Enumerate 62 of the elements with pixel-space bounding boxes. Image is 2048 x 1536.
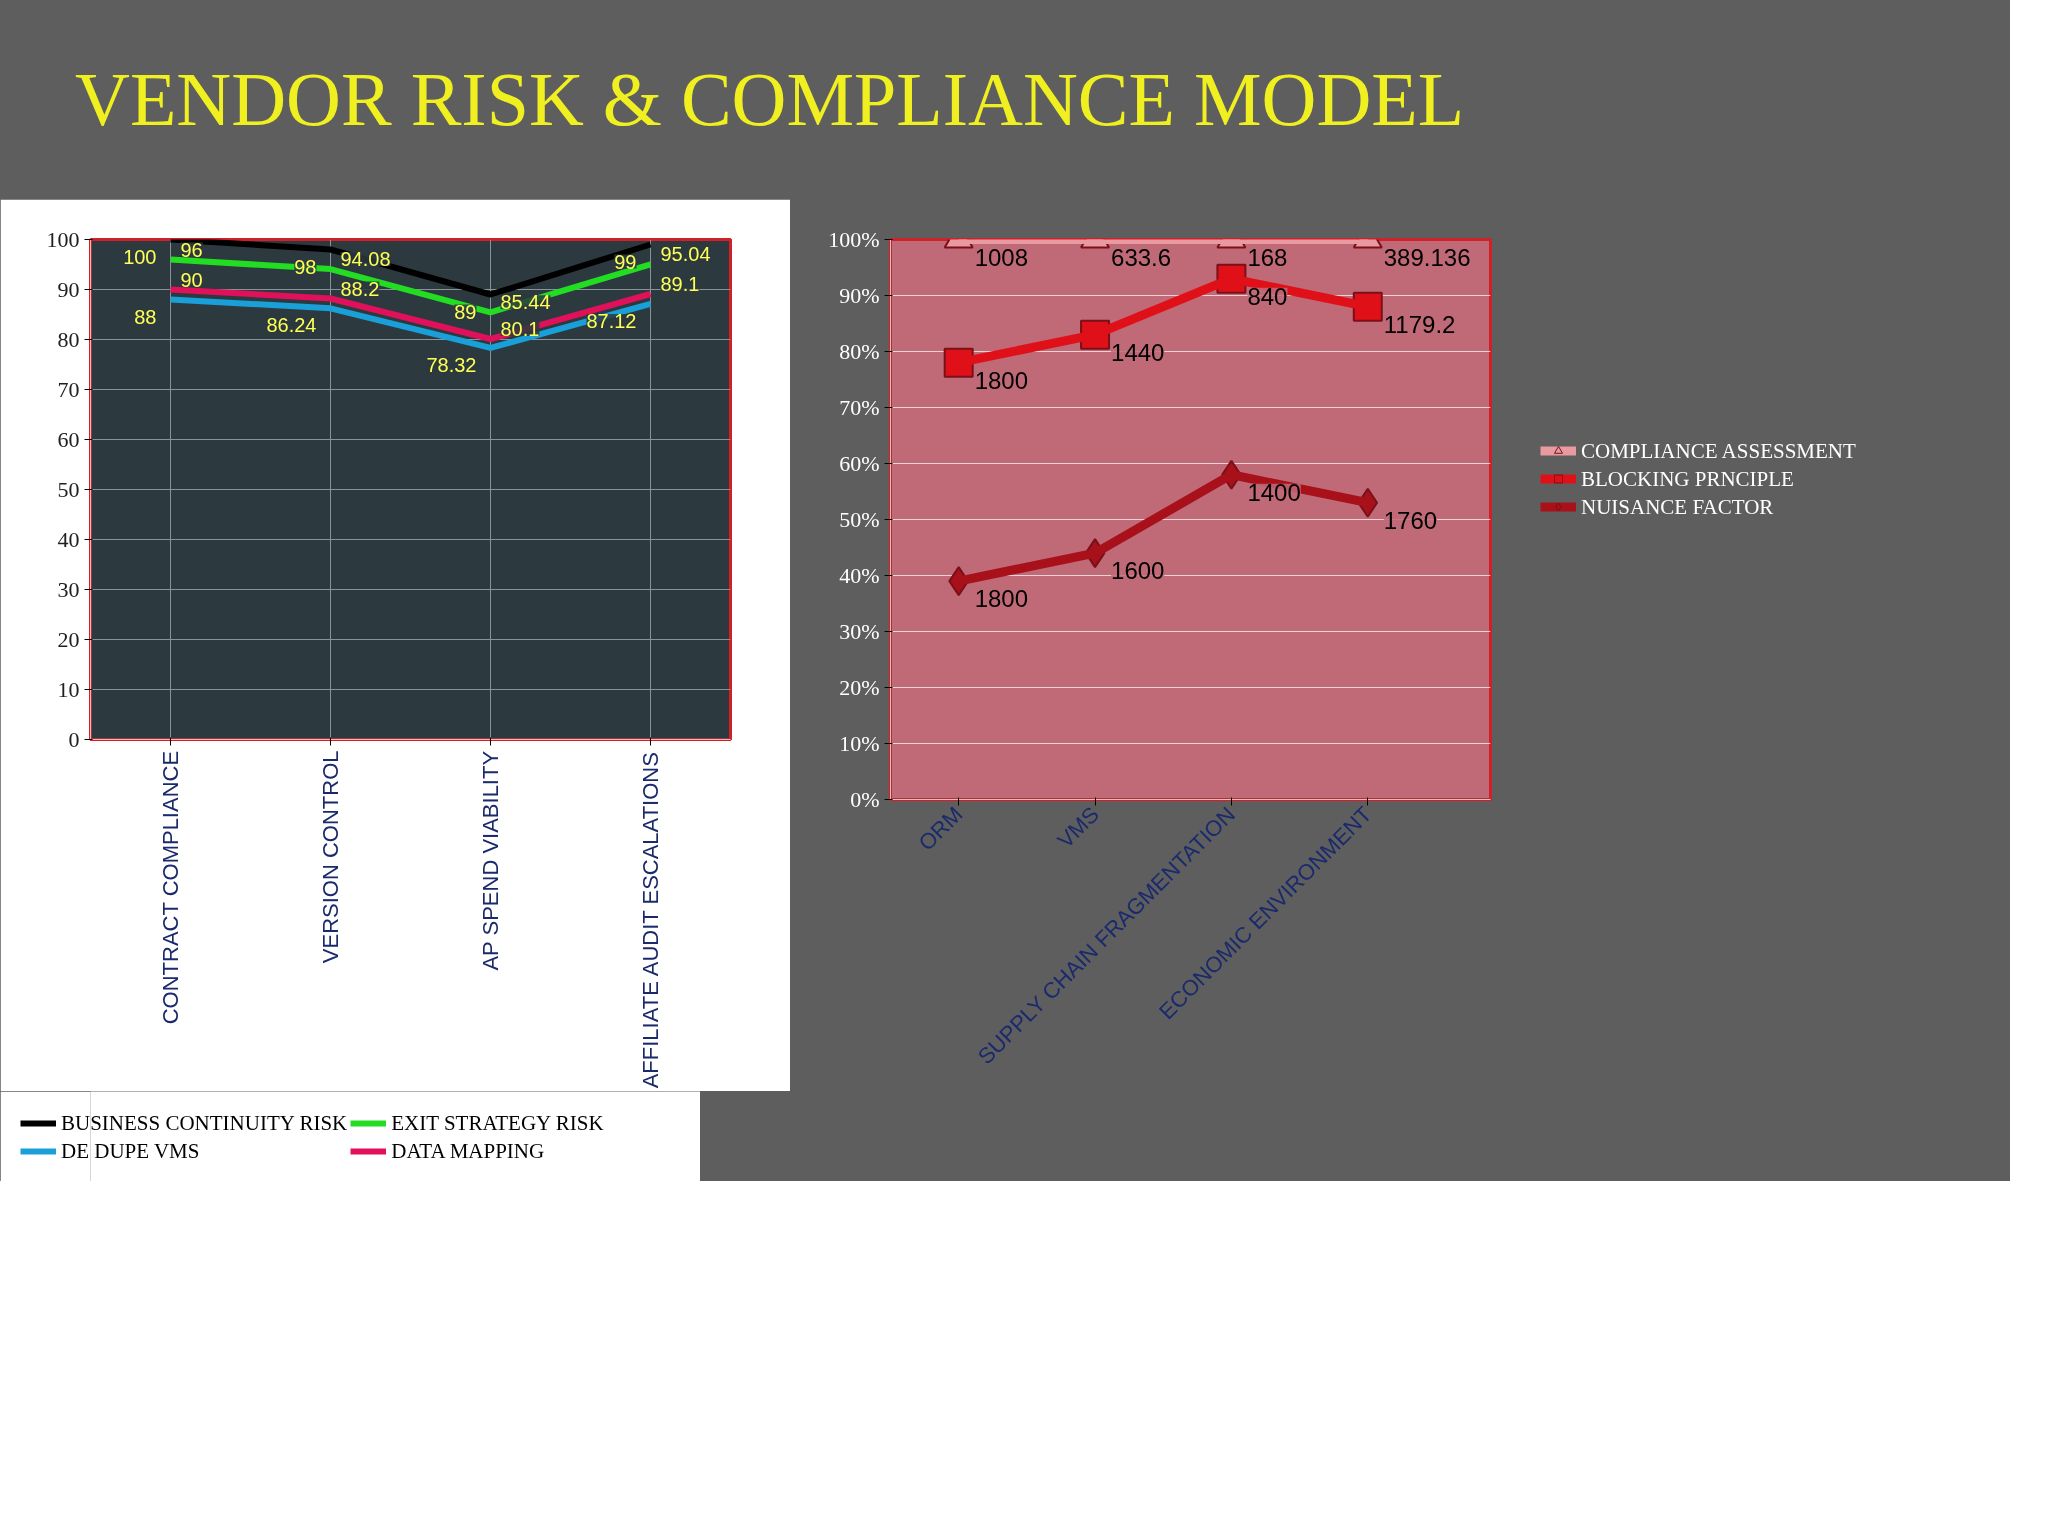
y-tick-label: 70	[57, 376, 80, 402]
annotation: 1400	[1247, 478, 1301, 506]
data-label: 89.1	[660, 272, 700, 295]
data-label: 95.04	[660, 242, 711, 265]
y-tick-label: 80%	[839, 338, 880, 364]
annotation: 389.136	[1383, 243, 1471, 271]
legend-label: DATA MAPPING	[391, 1138, 545, 1164]
y-tick-label: 40%	[839, 562, 880, 588]
y-tick-label: 90%	[839, 282, 880, 308]
annotation: 1800	[974, 366, 1029, 394]
data-label: 98	[294, 255, 317, 278]
annotation: 1760	[1383, 506, 1438, 534]
annotation: 1008	[974, 243, 1029, 271]
annotation: 633.6	[1111, 243, 1172, 271]
x-tick-label: CONTRACT COMPLIANCE	[158, 750, 183, 1024]
legend-label: BLOCKING PRNCIPLE	[1581, 466, 1794, 492]
y-tick-label: 10	[57, 676, 80, 702]
data-label: 88.2	[340, 277, 380, 300]
y-tick-label: 100	[46, 226, 80, 252]
y-tick-label: 30	[57, 576, 80, 602]
y-tick-label: 60	[57, 426, 80, 452]
y-tick-label: 80	[57, 326, 80, 352]
y-tick-label: 60%	[839, 450, 880, 476]
annotation: 840	[1247, 282, 1288, 310]
y-tick-label: 70%	[839, 394, 880, 420]
legend-label: EXIT STRATEGY RISK	[391, 1110, 604, 1136]
data-label: 96	[180, 238, 203, 261]
legend-label: BUSINESS CONTINUITY RISK	[61, 1110, 348, 1136]
y-tick-label: 0%	[850, 786, 880, 812]
annotation: 1440	[1111, 338, 1165, 366]
legend-label: COMPLIANCE ASSESSMENT	[1581, 438, 1856, 464]
x-tick-label: AP SPEND VIABILITY	[478, 750, 503, 971]
annotation: 1179.2	[1383, 310, 1456, 338]
data-label: 80.1	[500, 317, 540, 340]
chart-title: VENDOR RISK & COMPLIANCE MODEL	[75, 56, 1465, 143]
y-tick-label: 40	[57, 526, 80, 552]
x-tick-label: AFFILIATE AUDIT ESCALATIONS	[638, 751, 663, 1088]
y-tick-label: 30%	[839, 618, 880, 644]
legend-label: NUISANCE FACTOR	[1581, 494, 1774, 520]
y-tick-label: 10%	[839, 730, 880, 756]
y-tick-label: 50%	[839, 506, 880, 532]
y-tick-label: 100%	[828, 226, 880, 252]
data-label: 94.08	[340, 247, 391, 270]
data-label: 89	[454, 300, 477, 323]
data-label: 100	[123, 245, 157, 268]
data-label: 88	[134, 305, 157, 328]
legend-label: DE DUPE VMS	[61, 1138, 200, 1164]
y-tick-label: 20	[57, 626, 80, 652]
annotation: 1800	[974, 584, 1029, 612]
annotation: 168	[1247, 243, 1288, 271]
y-tick-label: 90	[57, 276, 80, 302]
x-tick-label: VERSION CONTROL	[318, 750, 343, 963]
data-label: 87.12	[586, 309, 637, 332]
data-label: 85.44	[500, 290, 551, 313]
data-label: 99	[614, 250, 637, 273]
data-label: 90	[180, 268, 203, 291]
annotation: 1600	[1111, 556, 1165, 584]
data-label: 78.32	[426, 353, 477, 376]
data-label: 86.24	[266, 313, 317, 336]
y-tick-label: 0	[68, 726, 80, 752]
y-tick-label: 50	[57, 476, 80, 502]
y-tick-label: 20%	[839, 674, 880, 700]
